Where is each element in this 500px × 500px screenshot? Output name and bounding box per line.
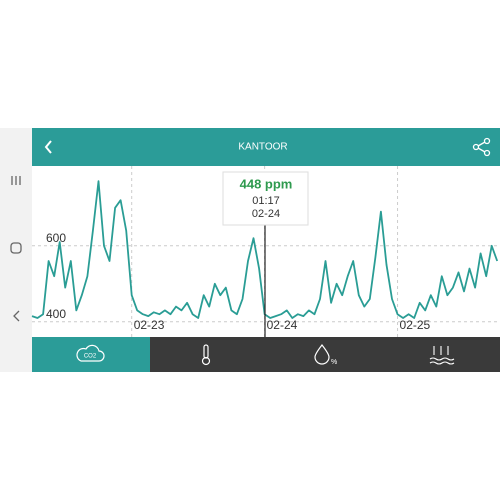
back-icon[interactable] [13,310,20,322]
tooltip-date: 02-24 [252,208,280,220]
x-tick-label: 02-24 [267,318,298,332]
humidity-tab[interactable] [314,344,330,365]
temperature-tab[interactable] [201,344,211,366]
y-tick-label: 600 [46,231,66,245]
humidity-icon-label: % [331,359,337,366]
y-tick-label: 400 [46,307,66,321]
co2-icon-label: CO2 [84,354,97,360]
app-header [32,128,500,166]
x-tick-label: 02-23 [134,318,165,332]
tooltip [222,171,309,226]
pressure-tab[interactable] [429,346,455,365]
nav-icons [10,176,22,322]
x-tick-label: 02-25 [400,318,431,332]
home-icon[interactable] [10,242,22,254]
back-button[interactable] [44,140,52,154]
system-nav [0,128,32,372]
tab-co2[interactable] [32,337,150,372]
tooltip-time: 01:17 [252,195,280,207]
tooltip-value: 448 ppm [240,176,293,191]
co2-icon [76,344,105,362]
header-title: KANTOOR [238,142,287,153]
share-button[interactable] [472,137,491,157]
